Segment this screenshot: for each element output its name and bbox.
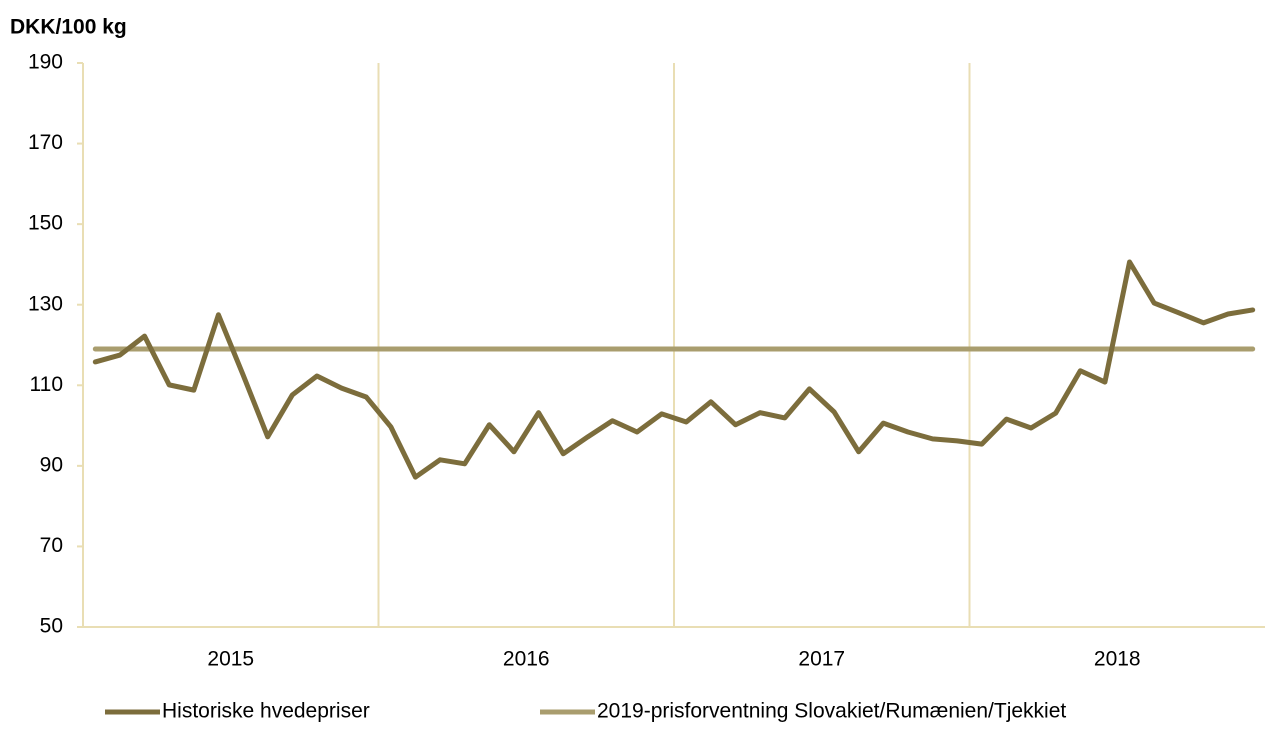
y-axis-label: DKK/100 kg xyxy=(10,16,127,39)
y-tick-label: 150 xyxy=(28,212,63,235)
x-group-label: 2016 xyxy=(503,648,550,671)
y-tick-label: 110 xyxy=(30,373,63,396)
series-line xyxy=(92,259,1256,480)
y-tick-label: 130 xyxy=(28,292,63,315)
y-tick-label: 170 xyxy=(28,131,63,154)
legend-label: 2019-prisforventning Slovakiet/Rumænien/… xyxy=(597,700,1066,723)
y-tick-label: 90 xyxy=(40,453,63,476)
y-tick-label: 50 xyxy=(40,615,63,638)
legend-label: Historiske hvedepriser xyxy=(162,700,370,723)
y-tick-label: 190 xyxy=(28,51,63,74)
x-group-label: 2018 xyxy=(1094,648,1141,671)
x-group-label: 2017 xyxy=(798,648,845,671)
x-group-label: 2015 xyxy=(207,648,254,671)
y-tick-label: 70 xyxy=(40,534,63,557)
